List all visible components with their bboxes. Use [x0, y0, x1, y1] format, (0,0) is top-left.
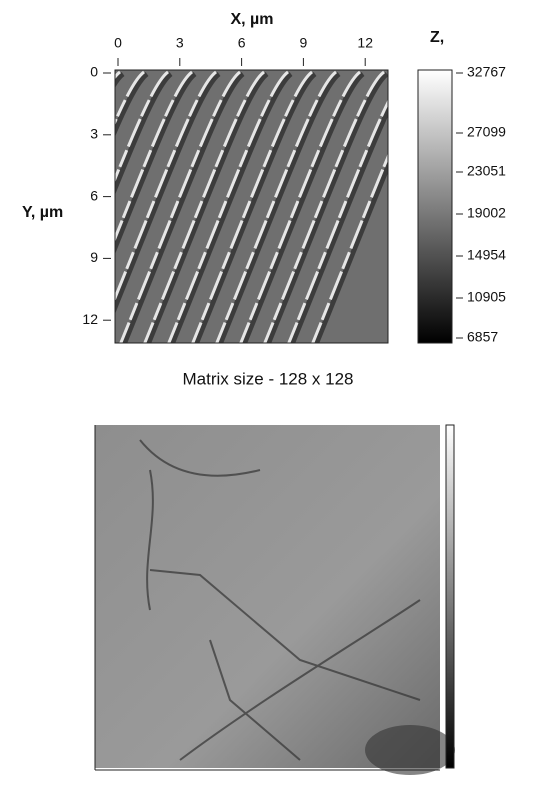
- x-tick-label: 6: [238, 35, 246, 51]
- colorbar-tick-label: 14954: [467, 247, 506, 263]
- x-tick-label: 3: [176, 35, 184, 51]
- colorbar-label: Z,: [430, 29, 444, 46]
- y-tick-label: 12: [82, 311, 98, 327]
- y-tick-label: 3: [90, 126, 98, 142]
- colorbar-tick-label: 6857: [467, 329, 498, 345]
- x-tick-label: 12: [357, 35, 373, 51]
- figure: X, µm Y, µm Z, Matrix size - 128 x 128 0…: [0, 0, 536, 796]
- y-tick-label: 0: [90, 64, 98, 80]
- colorbar-tick-label: 23051: [467, 163, 506, 179]
- x-tick-label: 9: [300, 35, 308, 51]
- second-image: [95, 425, 455, 775]
- colorbar: [418, 70, 452, 343]
- x-tick-label: 0: [114, 35, 122, 51]
- x-axis-label: X, µm: [230, 11, 273, 28]
- y-tick-label: 9: [90, 249, 98, 265]
- y-tick-label: 6: [90, 187, 98, 203]
- colorbar-tick-label: 27099: [467, 124, 506, 140]
- caption: Matrix size - 128 x 128: [182, 369, 353, 388]
- afm-image: [0, 70, 435, 347]
- colorbar-tick-label: 10905: [467, 289, 506, 305]
- y-axis-label: Y, µm: [22, 204, 63, 221]
- colorbar-tick-label: 19002: [467, 205, 506, 221]
- colorbar-tick-label: 32767: [467, 64, 506, 80]
